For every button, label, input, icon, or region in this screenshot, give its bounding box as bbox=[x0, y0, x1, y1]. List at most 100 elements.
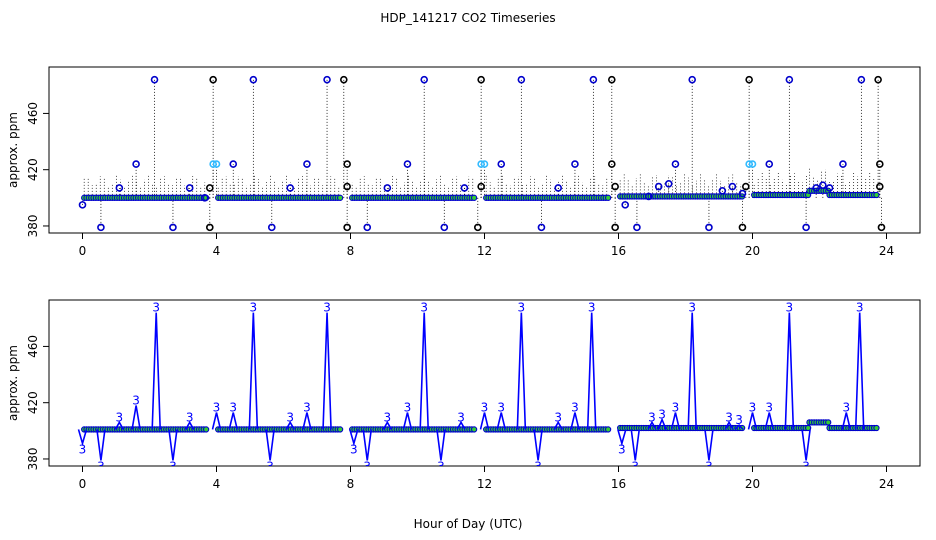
data-point bbox=[607, 75, 616, 84]
baseline-point bbox=[202, 426, 210, 433]
spike-line bbox=[617, 429, 627, 447]
point-label: 3 bbox=[116, 410, 124, 424]
data-point bbox=[688, 75, 697, 84]
data-point bbox=[741, 182, 750, 191]
plot-area bbox=[78, 75, 886, 232]
data-point bbox=[633, 223, 641, 232]
spike-line bbox=[533, 429, 543, 461]
point-label: 3 bbox=[688, 301, 696, 315]
spike-line bbox=[131, 405, 141, 430]
x-tick-label: 0 bbox=[79, 477, 87, 491]
x-tick-label: 4 bbox=[213, 244, 221, 258]
point-label: 3 bbox=[786, 301, 794, 315]
spike-line bbox=[670, 412, 681, 430]
point-label: 3 bbox=[518, 301, 526, 315]
y-tick-label: 460 bbox=[26, 102, 40, 125]
spike-line bbox=[248, 312, 259, 430]
point-label: 3 bbox=[404, 401, 412, 415]
data-point bbox=[875, 182, 884, 191]
spike-line bbox=[479, 412, 490, 430]
data-point bbox=[765, 160, 774, 168]
spike-line bbox=[96, 429, 106, 461]
data-point bbox=[169, 223, 177, 232]
data-point bbox=[745, 75, 753, 84]
spike-line bbox=[228, 412, 239, 430]
data-point bbox=[286, 184, 295, 192]
spike-line bbox=[322, 312, 332, 430]
point-label: 3 bbox=[554, 410, 562, 424]
data-point bbox=[748, 160, 757, 168]
baseline-point bbox=[470, 194, 478, 201]
point-label: 3 bbox=[842, 401, 850, 415]
data-point bbox=[206, 184, 214, 192]
point-label: 3 bbox=[457, 410, 465, 424]
baseline-point bbox=[873, 191, 880, 199]
point-label: 3 bbox=[481, 401, 489, 415]
baseline-point bbox=[804, 424, 812, 432]
data-point bbox=[185, 184, 194, 192]
figure-title: HDP_141217 CO2 Timeseries bbox=[380, 11, 555, 25]
point-label: 3 bbox=[648, 410, 656, 424]
x-tick-label: 12 bbox=[477, 244, 492, 258]
data-point bbox=[785, 75, 794, 84]
point-label: 3 bbox=[856, 301, 864, 315]
data-point bbox=[728, 182, 737, 191]
point-label: 3 bbox=[802, 459, 810, 473]
y-tick-label: 420 bbox=[26, 391, 40, 414]
point-label: 3 bbox=[169, 459, 177, 473]
spike-line bbox=[302, 412, 312, 430]
point-label: 3 bbox=[618, 442, 626, 456]
x-tick-label: 4 bbox=[213, 477, 221, 491]
point-label: 3 bbox=[286, 410, 294, 424]
data-point bbox=[517, 75, 526, 84]
spike-line bbox=[285, 420, 295, 430]
spike-line bbox=[784, 312, 795, 430]
point-label: 3 bbox=[152, 301, 160, 315]
data-point bbox=[206, 223, 214, 232]
data-point bbox=[343, 223, 351, 232]
spike-line bbox=[168, 429, 178, 461]
x-tick-label: 24 bbox=[879, 477, 894, 491]
x-tick-label: 0 bbox=[79, 244, 87, 258]
point-label: 3 bbox=[437, 459, 445, 473]
baseline-point bbox=[470, 426, 478, 433]
data-point bbox=[857, 75, 866, 84]
point-label: 3 bbox=[266, 459, 274, 473]
spike-line bbox=[747, 412, 758, 430]
spike-line bbox=[436, 429, 446, 461]
spike-line bbox=[734, 424, 744, 430]
point-label: 3 bbox=[571, 401, 579, 415]
point-label: 3 bbox=[672, 401, 680, 415]
point-label: 3 bbox=[363, 459, 371, 473]
spike-line bbox=[801, 429, 811, 461]
point-label: 3 bbox=[229, 401, 237, 415]
point-label: 3 bbox=[658, 408, 666, 422]
data-point bbox=[571, 160, 579, 168]
baseline-point bbox=[604, 426, 612, 433]
point-label: 3 bbox=[497, 401, 505, 415]
x-tick-label: 24 bbox=[879, 244, 894, 258]
spike-line bbox=[724, 420, 734, 430]
spike-line bbox=[382, 420, 393, 430]
data-point bbox=[621, 201, 630, 209]
spike-line bbox=[419, 312, 429, 430]
spike-line bbox=[77, 429, 88, 447]
data-point bbox=[497, 160, 506, 168]
spike-line bbox=[854, 312, 865, 430]
baseline-point bbox=[604, 194, 612, 201]
data-point bbox=[267, 223, 276, 232]
data-point bbox=[477, 182, 485, 191]
data-point bbox=[745, 160, 753, 168]
data-point bbox=[802, 223, 810, 232]
data-point bbox=[825, 184, 834, 192]
y-tick-label: 420 bbox=[26, 158, 40, 181]
data-point bbox=[323, 75, 331, 84]
spike-line bbox=[586, 312, 597, 430]
data-point bbox=[78, 201, 87, 209]
spike-line bbox=[114, 420, 125, 430]
point-label: 3 bbox=[749, 401, 757, 415]
x-axis-label: Hour of Day (UTC) bbox=[414, 517, 523, 531]
point-label: 3 bbox=[350, 442, 358, 456]
x-tick-label: 16 bbox=[611, 477, 626, 491]
